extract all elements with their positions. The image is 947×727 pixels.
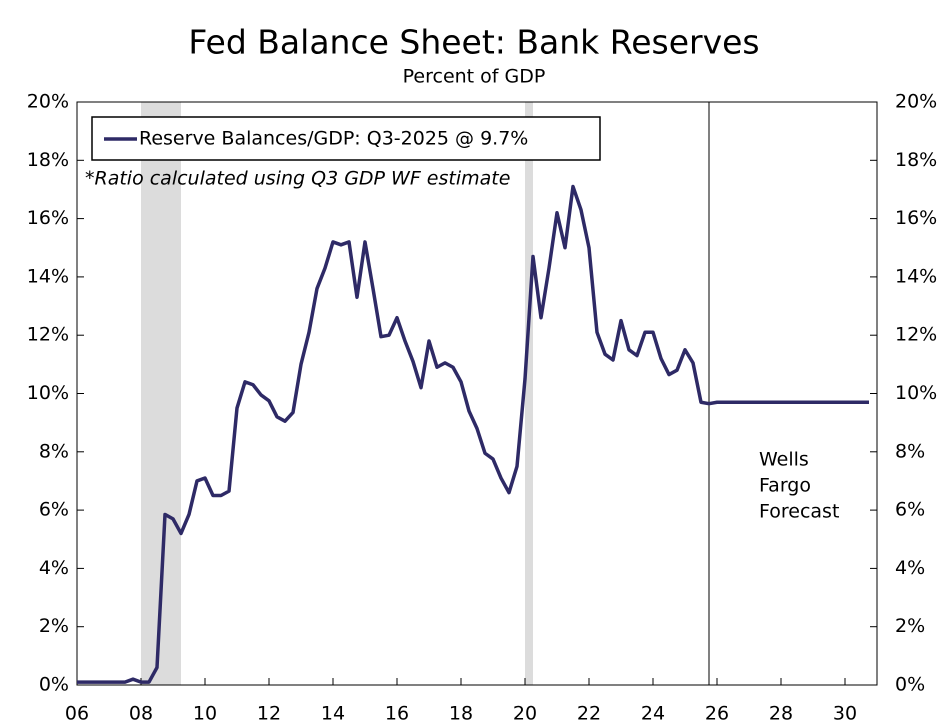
y-tick-label: 12% — [27, 324, 69, 346]
x-tick-label: 16 — [385, 703, 409, 725]
legend-box — [91, 116, 601, 161]
y2-tick-label: 6% — [895, 499, 925, 521]
y-tick-label: 10% — [27, 382, 69, 404]
y2-tick-label: 8% — [895, 440, 925, 462]
y-tick-label: 4% — [39, 557, 69, 579]
y-tick-label: 14% — [27, 265, 69, 287]
y-tick-label: 18% — [27, 149, 69, 171]
forecast-annotation: Fargo — [759, 475, 811, 497]
series-line — [77, 184, 869, 684]
chart-subtitle: Percent of GDP — [403, 66, 546, 88]
x-tick-label: 18 — [449, 703, 473, 725]
x-tick-label: 24 — [641, 703, 665, 725]
recession-shade — [525, 102, 533, 685]
x-tick-label: 30 — [833, 703, 857, 725]
y2-tick-label: 2% — [895, 615, 925, 637]
y2-tick-label: 10% — [895, 382, 937, 404]
y-tick-label: 8% — [39, 440, 69, 462]
y2-tick-label: 20% — [895, 91, 937, 113]
x-tick-label: 06 — [65, 703, 89, 725]
y2-tick-label: 16% — [895, 207, 937, 229]
forecast-annotation: Wells — [759, 449, 809, 471]
x-tick-label: 26 — [705, 703, 729, 725]
x-tick-label: 14 — [321, 703, 345, 725]
legend: Reserve Balances/GDP: Q3-2025 @ 9.7% — [91, 116, 601, 161]
y2-tick-label: 18% — [895, 149, 937, 171]
y2-tick-label: 4% — [895, 557, 925, 579]
chart-title: Fed Balance Sheet: Bank Reserves — [188, 23, 759, 62]
x-tick-label: 08 — [129, 703, 153, 725]
forecast-annotation: Forecast — [759, 501, 839, 523]
x-tick-label: 10 — [193, 703, 217, 725]
y-tick-label: 6% — [39, 499, 69, 521]
y2-tick-label: 0% — [895, 674, 925, 696]
y2-tick-label: 14% — [895, 265, 937, 287]
y-tick-label: 0% — [39, 674, 69, 696]
x-tick-label: 20 — [513, 703, 537, 725]
y2-tick-label: 12% — [895, 324, 937, 346]
x-tick-label: 28 — [769, 703, 793, 725]
y-tick-label: 16% — [27, 207, 69, 229]
y-tick-label: 20% — [27, 91, 69, 113]
legend-label: Reserve Balances/GDP: Q3-2025 @ 9.7% — [139, 128, 528, 150]
x-tick-label: 12 — [257, 703, 281, 725]
chart-note: *Ratio calculated using Q3 GDP WF estima… — [85, 168, 510, 190]
y-tick-label: 2% — [39, 615, 69, 637]
x-tick-label: 22 — [577, 703, 601, 725]
